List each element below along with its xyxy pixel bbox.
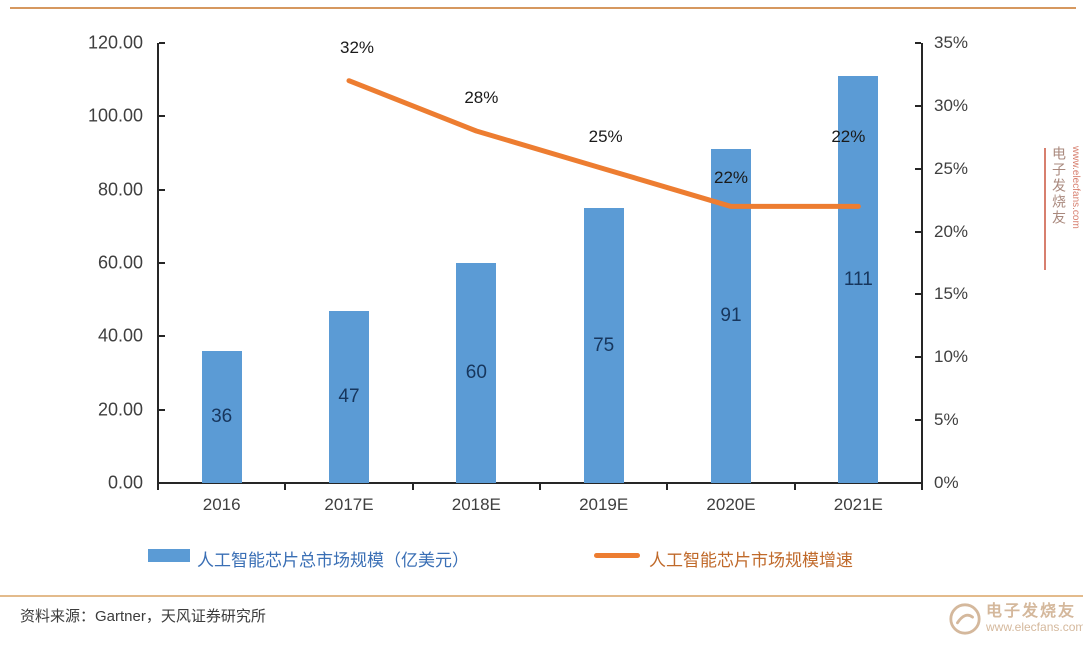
x-axis-label-2018E: 2018E (451, 495, 501, 514)
bar-value-label: 91 (720, 305, 742, 327)
y-axis-left-tick (159, 335, 165, 338)
growth-point-label: 22% (831, 127, 866, 147)
y-axis-right-label: 5% (934, 410, 959, 430)
bar-2018E (456, 263, 497, 483)
y-axis-left-label: 80.00 (97, 179, 143, 200)
growth-point-label: 25% (588, 126, 623, 146)
x-axis-tick (284, 484, 287, 490)
y-axis-left-label: 0.00 (107, 472, 143, 493)
y-axis-left-tick (159, 115, 165, 118)
bar-value-label: 47 (338, 385, 360, 407)
watermark-url: www.elecfans.com (1070, 146, 1081, 229)
x-axis-tick (666, 484, 669, 490)
watermark-red-line (1044, 148, 1046, 270)
x-axis-label-2017E: 2017E (324, 495, 374, 514)
bar-value-label: 111 (843, 268, 873, 290)
y-axis-right-tick (915, 230, 921, 233)
bar-value-label: 36 (211, 406, 233, 427)
source-note: 资料来源：Gartner，天风证券研究所 (20, 608, 266, 625)
bar-2017E (329, 310, 369, 483)
y-axis-left-line (157, 43, 159, 484)
y-axis-right-tick (915, 419, 921, 422)
y-axis-left-tick (159, 408, 165, 411)
x-axis-label-2020E: 2020E (706, 495, 756, 514)
y-axis-left-tick (159, 262, 165, 264)
x-axis-label-2019E: 2019E (579, 495, 629, 514)
growth-point-label: 22% (713, 168, 749, 188)
y-axis-right-tick (915, 42, 921, 44)
y-axis-left-label: 40.00 (97, 325, 143, 346)
growth-point-label: 32% (339, 37, 375, 57)
y-axis-left-tick (159, 42, 165, 44)
y-axis-right-label: 10% (934, 347, 969, 367)
y-axis-right-tick (915, 104, 921, 107)
y-axis-left-label: 20.00 (97, 399, 143, 420)
legend-bar-label: 人工智能芯片总市场规模（亿美元） (197, 551, 469, 570)
footer-divider (0, 595, 1083, 597)
legend-line-label: 人工智能芯片市场规模增速 (649, 551, 853, 570)
y-axis-right-label: 0% (934, 473, 959, 492)
y-axis-right-label: 25% (934, 158, 969, 178)
x-axis-label-2021E: 2021E (833, 495, 883, 514)
x-axis-tick (921, 484, 923, 490)
watermark-vertical: 电子发烧友 www.elecfans.com (1044, 146, 1081, 278)
watermark-bottom-brand: 电子发烧友 (986, 603, 1077, 621)
y-axis-right-line (921, 43, 923, 484)
y-axis-right-label: 30% (934, 95, 969, 115)
y-axis-left-label: 120.00 (87, 32, 143, 53)
legend-line-swatch (594, 553, 640, 558)
bar-value-label: 60 (465, 362, 487, 383)
bar-2019E (583, 208, 624, 483)
x-axis-tick (411, 484, 414, 490)
watermark-bottom-url: www.elecfans.com (986, 619, 1083, 634)
y-axis-left-tick (159, 188, 165, 191)
y-axis-right-tick (915, 356, 921, 359)
y-axis-left-label: 100.00 (87, 105, 143, 126)
watermark-brand: 电子发烧友 (1051, 146, 1067, 226)
x-axis-tick (157, 484, 159, 490)
x-axis-tick (793, 484, 796, 490)
x-axis-label-2016: 2016 (202, 495, 241, 514)
legend-bar-swatch (148, 549, 190, 562)
y-axis-right-label: 15% (934, 284, 969, 304)
watermark-bottom: 电子发烧友 www.elecfans.com (948, 592, 1083, 645)
x-axis-line (157, 482, 923, 484)
y-axis-right-tick (915, 482, 921, 484)
bar-2016 (201, 351, 242, 483)
elecfans-logo-icon (949, 602, 981, 635)
y-axis-right-tick (915, 167, 921, 170)
y-axis-right-label: 20% (934, 221, 969, 241)
y-axis-left-label: 60.00 (97, 252, 143, 273)
y-axis-right-tick (915, 293, 921, 296)
top-border-line (10, 7, 1076, 9)
growth-point-label: 28% (464, 88, 499, 107)
y-axis-right-label: 35% (934, 33, 969, 52)
x-axis-tick (539, 484, 541, 490)
y-axis-left-tick (159, 482, 165, 484)
bar-value-label: 75 (593, 334, 615, 356)
